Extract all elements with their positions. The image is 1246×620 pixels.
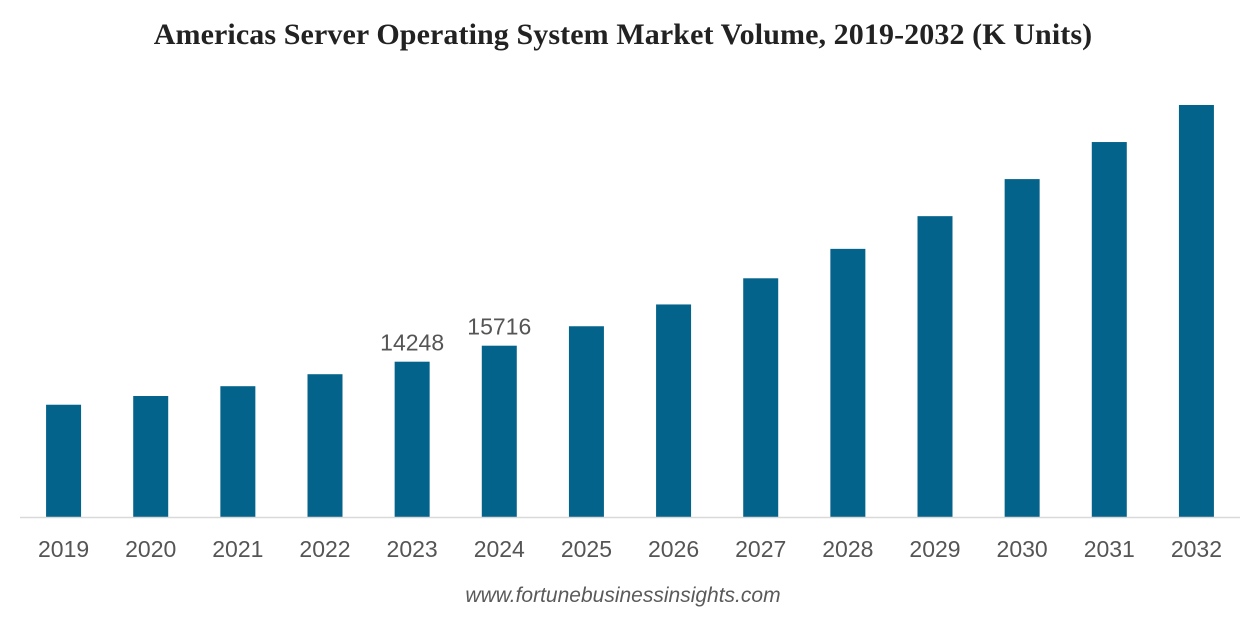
bar-2029	[917, 216, 953, 517]
x-tick-label-2019: 2019	[38, 536, 89, 562]
bar-2022	[307, 374, 343, 517]
x-tick-label-2020: 2020	[125, 536, 176, 562]
chart-title: Americas Server Operating System Market …	[153, 18, 1093, 51]
data-label-2024: 15716	[467, 314, 531, 340]
data-labels-layer: 14248 15716	[380, 314, 531, 356]
x-tick-label-2021: 2021	[212, 536, 263, 562]
bar-2024	[481, 345, 517, 517]
bar-2027	[743, 278, 779, 517]
bar-2032	[1178, 104, 1214, 517]
x-tick-label-2024: 2024	[474, 536, 525, 562]
data-label-2023: 14248	[380, 330, 444, 356]
x-tick-label-2026: 2026	[648, 536, 699, 562]
x-tick-label-2031: 2031	[1084, 536, 1135, 562]
bar-2020	[133, 396, 169, 517]
x-tick-label-2028: 2028	[822, 536, 873, 562]
x-tick-label-2030: 2030	[997, 536, 1048, 562]
tick-labels-layer: 2019 2020 2021 2022 2023 2024 2025 2026 2027 2028…	[38, 536, 1222, 562]
x-tick-label-2023: 2023	[387, 536, 438, 562]
bar-2026	[656, 304, 692, 517]
bar-2019	[46, 404, 82, 517]
x-tick-label-2025: 2025	[561, 536, 612, 562]
source-watermark: www.fortunebusinessinsights.com	[465, 584, 781, 607]
x-tick-label-2032: 2032	[1171, 536, 1222, 562]
bar-2028	[830, 248, 866, 518]
bar-2030	[1004, 179, 1040, 517]
x-tick-label-2027: 2027	[735, 536, 786, 562]
bar-2031	[1091, 142, 1127, 518]
x-tick-label-2022: 2022	[299, 536, 350, 562]
bar-2021	[220, 386, 256, 517]
bars-layer	[46, 104, 1214, 518]
x-tick-label-2029: 2029	[909, 536, 960, 562]
bar-2023	[394, 361, 430, 517]
bar-2025	[568, 326, 604, 517]
